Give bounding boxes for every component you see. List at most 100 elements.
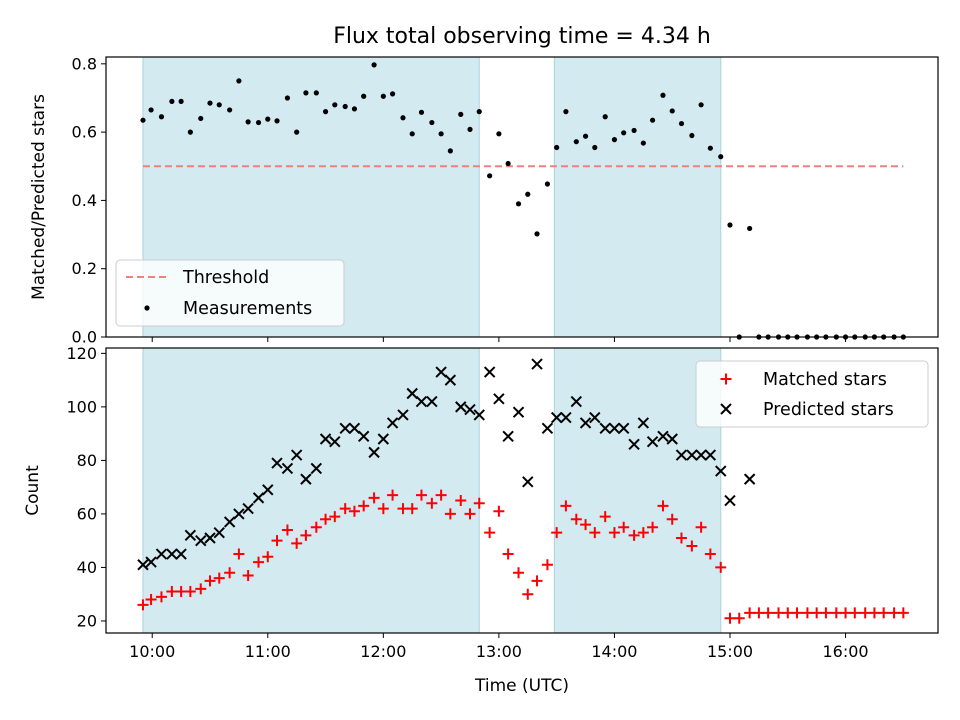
bottom-panel-counts: 20 40 60 80 100 120 10:00 11:00 12:00 13:00 14:00 1… bbox=[23, 344, 939, 661]
data-point-dot bbox=[707, 145, 713, 151]
data-point-plus bbox=[281, 524, 293, 536]
data-point-dot bbox=[602, 114, 608, 120]
y-tick-label: 100 bbox=[66, 397, 97, 416]
data-point-plus bbox=[195, 583, 207, 595]
data-point-plus bbox=[320, 513, 332, 525]
data-point-plus bbox=[647, 521, 659, 533]
data-point-plus bbox=[387, 489, 399, 501]
data-point-cross bbox=[435, 366, 447, 378]
data-point-plus bbox=[473, 497, 485, 509]
data-point-plus bbox=[464, 508, 476, 520]
data-point-dot bbox=[525, 191, 531, 197]
data-point-dot bbox=[274, 118, 280, 124]
data-point-cross bbox=[646, 435, 659, 448]
data-point-dot bbox=[487, 173, 493, 179]
data-point-cross bbox=[541, 422, 554, 434]
x-tick-label: 13:00 bbox=[476, 642, 522, 661]
data-point-plus bbox=[300, 529, 312, 541]
y-tick-label: 40 bbox=[77, 558, 97, 577]
data-point-plus bbox=[368, 492, 380, 504]
data-point-dot bbox=[236, 78, 242, 84]
data-point-dot bbox=[573, 139, 579, 145]
data-point-plus bbox=[531, 575, 543, 587]
data-point-plus bbox=[155, 591, 167, 603]
x-tick-label: 14:00 bbox=[591, 642, 637, 661]
data-point-cross bbox=[579, 417, 592, 429]
data-point-plus bbox=[733, 612, 745, 624]
data-point-cross bbox=[281, 462, 294, 475]
data-point-dot bbox=[438, 131, 444, 137]
data-point-cross bbox=[233, 508, 245, 520]
data-point-dot bbox=[342, 103, 348, 110]
data-point-dot bbox=[400, 115, 406, 121]
data-point-plus bbox=[145, 594, 157, 606]
data-point-dot bbox=[303, 90, 309, 96]
data-point-cross bbox=[743, 473, 756, 485]
data-point-cross bbox=[589, 411, 601, 424]
data-point-cross bbox=[271, 457, 283, 469]
data-point-cross bbox=[637, 417, 650, 429]
data-point-plus bbox=[580, 519, 592, 531]
data-point-dot bbox=[294, 129, 300, 135]
data-point-dot bbox=[544, 181, 551, 187]
data-point-dot bbox=[515, 201, 522, 207]
data-point-plus bbox=[522, 588, 534, 600]
data-point-plus bbox=[589, 527, 601, 539]
data-point-dot bbox=[418, 109, 425, 115]
data-point-dot bbox=[227, 107, 233, 113]
data-point-dot bbox=[187, 129, 193, 135]
data-point-plus bbox=[541, 559, 553, 571]
data-point-dot bbox=[467, 126, 473, 132]
data-point-plus bbox=[628, 529, 640, 541]
data-point-plus bbox=[166, 586, 178, 598]
data-point-dot bbox=[563, 109, 569, 115]
data-point-dot bbox=[148, 107, 154, 113]
data-point-plus bbox=[184, 586, 196, 598]
legend-cross-swatch bbox=[720, 403, 732, 415]
x-tick-label: 15:00 bbox=[707, 642, 753, 661]
y-axis-label: Matched/Predicted stars bbox=[29, 94, 49, 300]
data-point-dot bbox=[718, 154, 724, 160]
data-point-cross bbox=[570, 395, 583, 408]
data-point-dot bbox=[447, 148, 453, 154]
data-point-cross bbox=[704, 449, 717, 461]
data-point-dot bbox=[169, 98, 175, 104]
data-point-dot bbox=[582, 133, 589, 139]
data-point-cross bbox=[397, 409, 409, 421]
data-point-cross bbox=[560, 411, 572, 424]
data-point-plus bbox=[657, 500, 669, 512]
data-point-dot bbox=[698, 102, 704, 108]
data-point-plus bbox=[811, 607, 823, 619]
data-point-plus bbox=[444, 508, 456, 520]
data-point-cross bbox=[329, 435, 341, 448]
data-point-cross bbox=[184, 529, 197, 542]
data-point-plus bbox=[204, 575, 216, 587]
data-point-plus bbox=[242, 569, 254, 581]
data-point-cross bbox=[377, 433, 390, 445]
data-point-dot bbox=[332, 102, 338, 108]
data-point-cross bbox=[502, 430, 514, 443]
data-point-dot bbox=[429, 119, 435, 126]
data-point-cross bbox=[666, 433, 678, 445]
data-point-plus bbox=[897, 607, 909, 619]
x-tick-label: 10:00 bbox=[129, 642, 175, 661]
data-point-dot bbox=[313, 90, 319, 96]
data-point-cross bbox=[657, 430, 669, 443]
data-point-cross bbox=[444, 374, 457, 386]
data-point-plus bbox=[791, 607, 803, 619]
data-point-plus bbox=[715, 561, 727, 573]
data-point-cross bbox=[223, 516, 236, 528]
data-point-plus bbox=[695, 521, 707, 533]
y-axis-label: Count bbox=[23, 465, 43, 516]
legend-box bbox=[115, 259, 345, 327]
data-point-cross bbox=[464, 403, 476, 416]
shaded-interval-2 bbox=[554, 57, 721, 337]
data-point-cross bbox=[483, 366, 496, 378]
data-point-dot bbox=[216, 102, 222, 108]
data-point-cross bbox=[599, 422, 611, 434]
data-point-plus bbox=[840, 607, 852, 619]
data-point-dot bbox=[361, 93, 367, 99]
data-point-plus bbox=[637, 527, 649, 539]
data-point-cross bbox=[617, 422, 630, 434]
